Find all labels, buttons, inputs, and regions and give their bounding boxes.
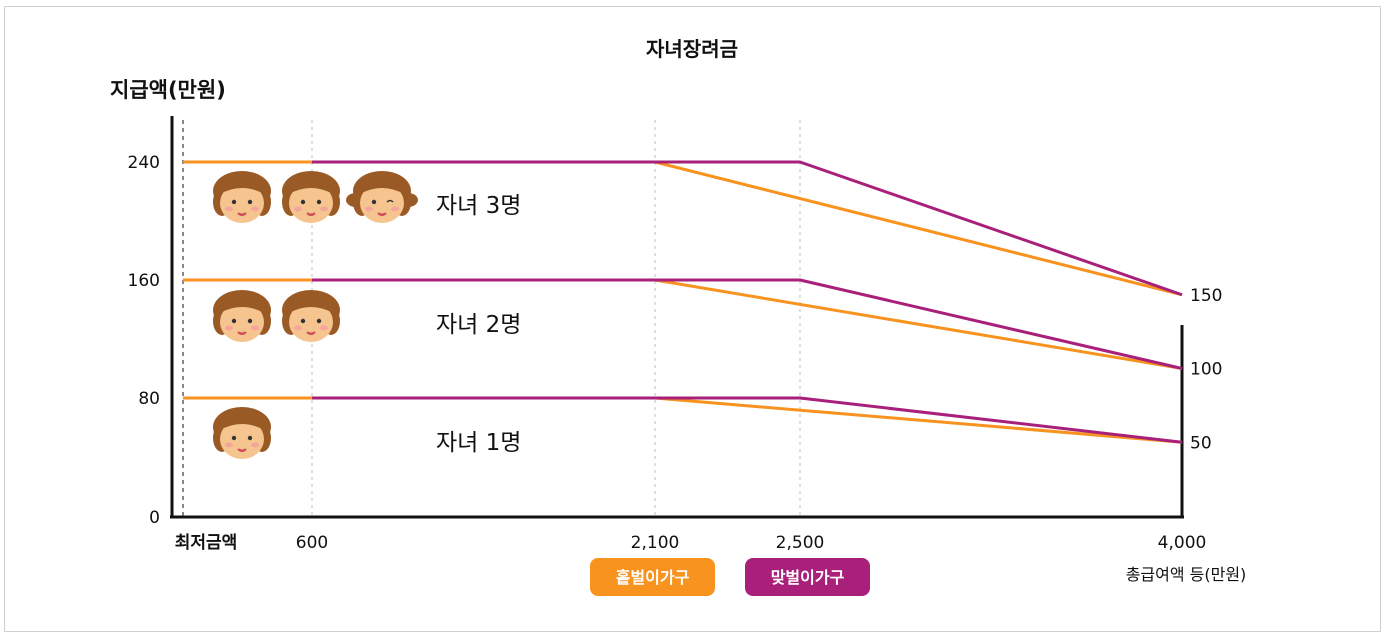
right-tick-label: 50: [1190, 433, 1212, 453]
chart-title: 자녀장려금: [646, 37, 738, 61]
cheek: [391, 206, 399, 212]
face: [220, 183, 264, 223]
y-tick-label: 0: [149, 508, 160, 528]
right-tick-label: 150: [1190, 286, 1222, 306]
legend-badge: [745, 558, 870, 596]
cheek: [294, 325, 302, 331]
cheek: [225, 442, 233, 448]
eye: [231, 318, 237, 324]
y-tick-label: 160: [128, 271, 160, 291]
eye: [247, 199, 253, 205]
legend-badge: [590, 558, 715, 596]
cheek: [225, 325, 233, 331]
series-line-1-dual: [312, 396, 1183, 444]
mouth: [237, 331, 247, 335]
cheek: [251, 442, 259, 448]
mouth: [237, 448, 247, 452]
series-line-1-single: [183, 396, 1183, 444]
eye: [247, 435, 253, 441]
series-line-2-dual: [312, 278, 1183, 370]
x-tick-label: 4,000: [1158, 533, 1207, 553]
child-face-icon: [213, 407, 271, 459]
x-tick-label: 600: [296, 533, 328, 553]
eye: [371, 199, 377, 205]
face: [220, 302, 264, 342]
legend-label: 홑벌이가구: [616, 568, 690, 587]
bangs: [220, 414, 264, 430]
eye: [247, 318, 253, 324]
face: [289, 302, 333, 342]
cheek: [365, 206, 373, 212]
bangs: [289, 297, 333, 313]
y-axis-label: 지급액(만원): [110, 78, 226, 102]
y-tick-label: 80: [138, 389, 160, 409]
x-tick-label: 2,500: [776, 533, 825, 553]
legend-label: 맞벌이가구: [771, 568, 845, 587]
group-label: 자녀 3명: [436, 193, 521, 219]
series-line-3-dual: [312, 160, 1183, 297]
eye: [300, 318, 306, 324]
bangs: [360, 178, 404, 194]
face: [289, 183, 333, 223]
y-tick-label: 240: [128, 153, 160, 173]
bangs: [220, 297, 264, 313]
eye: [231, 199, 237, 205]
cheek: [294, 206, 302, 212]
child-face-icon: [213, 290, 271, 342]
face: [220, 419, 264, 459]
mouth: [306, 212, 316, 216]
cheek: [320, 206, 328, 212]
mouth: [306, 331, 316, 335]
child-face-icon: [213, 171, 271, 223]
right-tick-label: 100: [1190, 360, 1222, 380]
child-face-icon: [346, 171, 418, 223]
bangs: [289, 178, 333, 194]
x-axis-label: 총급여액 등(만원): [1126, 565, 1247, 584]
child-face-icon: [282, 171, 340, 223]
group-label: 자녀 1명: [436, 430, 521, 456]
face: [360, 183, 404, 223]
mouth: [237, 212, 247, 216]
mouth: [377, 212, 387, 216]
cheek: [251, 325, 259, 331]
cheek: [225, 206, 233, 212]
eye: [386, 199, 394, 203]
group-label: 자녀 2명: [436, 312, 521, 338]
eye: [231, 435, 237, 441]
cheek: [251, 206, 259, 212]
x-tick-label: 최저금액: [175, 533, 238, 553]
bangs: [220, 178, 264, 194]
x-tick-label: 2,100: [631, 533, 680, 553]
eye: [316, 318, 322, 324]
eye: [316, 199, 322, 205]
eye: [300, 199, 306, 205]
cheek: [320, 325, 328, 331]
child-face-icon: [282, 290, 340, 342]
